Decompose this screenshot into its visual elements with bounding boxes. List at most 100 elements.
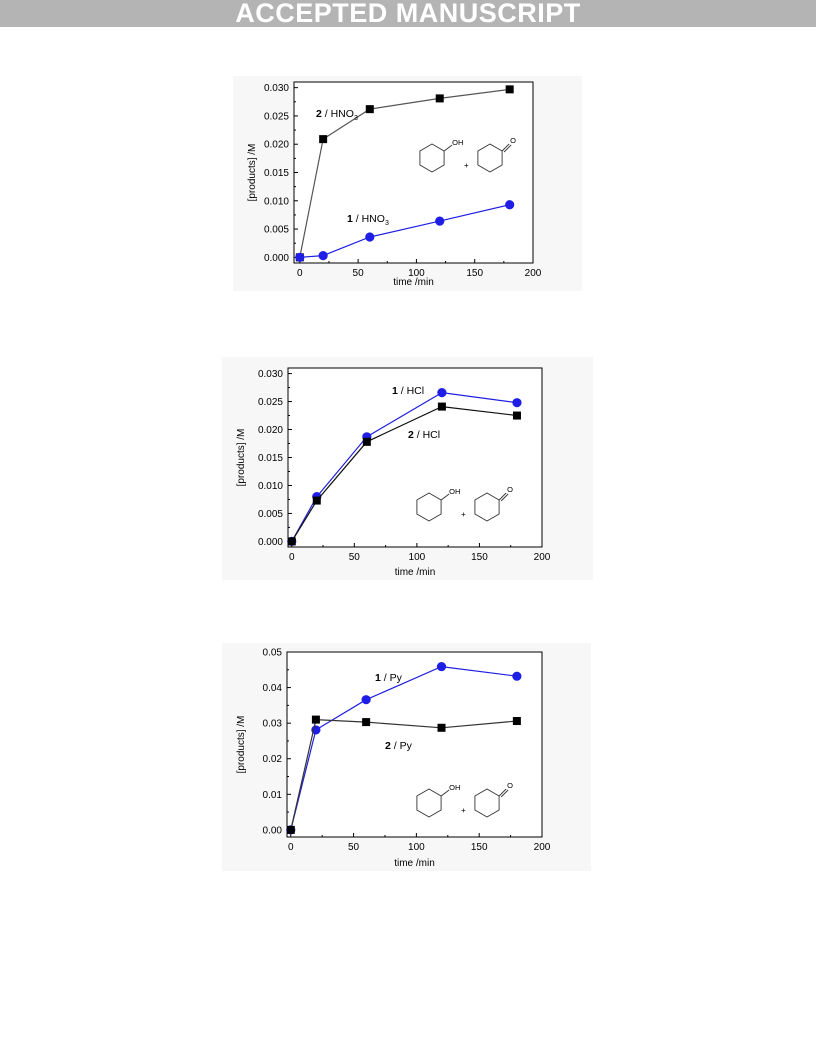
y-tick-label: 0.03 bbox=[263, 719, 283, 730]
oh-label: OH bbox=[449, 783, 460, 792]
x-tick-label: 150 bbox=[466, 268, 483, 279]
x-axis-label: time /min bbox=[393, 277, 434, 288]
x-tick-label: 200 bbox=[534, 552, 551, 563]
data-point bbox=[319, 135, 328, 144]
data-point bbox=[512, 717, 521, 726]
accepted-manuscript-banner: ACCEPTED MANUSCRIPT bbox=[0, 0, 816, 27]
y-axis-label: [products] /M bbox=[236, 429, 247, 487]
y-axis-label: [products] /M bbox=[236, 716, 247, 774]
carbonyl-bond bbox=[498, 492, 507, 501]
y-tick-label: 0.005 bbox=[258, 509, 283, 520]
carbonyl-bond bbox=[500, 789, 509, 798]
y-tick-label: 0.000 bbox=[258, 537, 283, 548]
plus-sign: + bbox=[461, 806, 466, 815]
plot-area bbox=[293, 81, 534, 264]
series-label: 2 / Py bbox=[385, 740, 413, 752]
series-label: 1 / HCl bbox=[392, 385, 424, 397]
data-point bbox=[365, 105, 374, 114]
data-point bbox=[312, 496, 321, 505]
data-point bbox=[362, 437, 371, 446]
x-tick-label: 50 bbox=[349, 552, 361, 563]
y-tick-label: 0.000 bbox=[264, 253, 289, 264]
data-point bbox=[362, 718, 371, 727]
x-tick-label: 150 bbox=[471, 842, 488, 853]
y-tick-label: 0.005 bbox=[264, 225, 289, 236]
x-axis-label: time /min bbox=[395, 567, 436, 578]
data-point bbox=[361, 695, 371, 705]
carbonyl-bond bbox=[500, 493, 509, 502]
y-tick-label: 0.04 bbox=[263, 683, 283, 694]
carbonyl-bond bbox=[501, 143, 510, 152]
plot-area bbox=[287, 367, 543, 548]
series-label: 2 / HNO3 bbox=[316, 108, 358, 122]
y-axis-label: [products] /M bbox=[247, 144, 258, 202]
structure-diagram: OH + O bbox=[416, 485, 513, 522]
y-tick-label: 0.025 bbox=[258, 397, 283, 408]
x-tick-label: 150 bbox=[471, 552, 488, 563]
x-tick-label: 100 bbox=[408, 842, 425, 853]
data-point bbox=[435, 94, 444, 103]
carbonyl-bond bbox=[503, 144, 512, 153]
y-tick-label: 0.015 bbox=[264, 168, 289, 179]
chart-panel-hno3: 0 50 100 150 200 0.000 0.005 0.010 0.015 0.020 0.0… bbox=[233, 76, 582, 291]
data-point bbox=[435, 216, 445, 226]
x-tick-label: 100 bbox=[409, 552, 426, 563]
x-tick-label: 100 bbox=[408, 268, 425, 279]
oh-bond bbox=[440, 789, 450, 797]
series-label: 1 / HNO3 bbox=[347, 213, 389, 227]
y-tick-label: 0.020 bbox=[258, 425, 283, 436]
data-point bbox=[437, 723, 446, 732]
x-tick-label: 50 bbox=[353, 268, 365, 279]
x-tick-label: 50 bbox=[348, 842, 360, 853]
data-point bbox=[318, 251, 328, 261]
data-point bbox=[365, 232, 375, 242]
x-tick-label: 0 bbox=[288, 842, 294, 853]
y-tick-label: 0.010 bbox=[264, 196, 289, 207]
oh-label: OH bbox=[449, 487, 460, 496]
chart-hcl: 0 50 100 150 200 0.000 0.005 0.010 0.015 0.020 0.0… bbox=[236, 367, 551, 578]
cyclohexanol-ring bbox=[419, 143, 445, 173]
x-tick-label: 200 bbox=[525, 268, 542, 279]
data-point bbox=[436, 661, 447, 672]
y-tick-label: 0.00 bbox=[263, 825, 283, 836]
cyclohexanone-ring bbox=[477, 143, 503, 173]
structure-diagram: OH + O bbox=[419, 136, 516, 173]
cyclohexanol-ring bbox=[416, 492, 442, 522]
y-tick-label: 0.015 bbox=[258, 453, 283, 464]
structure-diagram: OH + O bbox=[416, 781, 513, 818]
series-label: 1 / Py bbox=[375, 672, 403, 684]
plot-area bbox=[286, 651, 543, 838]
data-point bbox=[505, 200, 515, 210]
data-point bbox=[286, 825, 295, 834]
data-point bbox=[512, 398, 522, 408]
oh-label: OH bbox=[452, 138, 463, 147]
y-tick-label: 0.020 bbox=[264, 140, 289, 151]
y-tick-label: 0.025 bbox=[264, 111, 289, 122]
cyclohexanol-ring bbox=[416, 788, 442, 818]
x-tick-label: 200 bbox=[534, 842, 551, 853]
oh-bond bbox=[443, 144, 453, 152]
series-label: 2 / HCl bbox=[408, 429, 440, 441]
x-tick-label: 0 bbox=[289, 552, 295, 563]
y-tick-label: 0.010 bbox=[258, 481, 283, 492]
data-point bbox=[512, 411, 521, 420]
cyclohexanone-ring bbox=[474, 788, 500, 818]
data-point bbox=[437, 388, 447, 398]
x-axis-label: time /min bbox=[394, 858, 435, 869]
data-point bbox=[437, 402, 446, 411]
o-label: O bbox=[507, 781, 513, 790]
y-tick-label: 0.030 bbox=[258, 369, 283, 380]
oh-bond bbox=[440, 493, 450, 501]
o-label: O bbox=[507, 485, 513, 494]
chart-hno3: 0 50 100 150 200 0.000 0.005 0.010 0.015 0.020 0.0… bbox=[247, 81, 542, 288]
plus-sign: + bbox=[461, 510, 466, 519]
o-label: O bbox=[510, 136, 516, 145]
data-point bbox=[505, 85, 514, 94]
y-tick-label: 0.02 bbox=[263, 754, 283, 765]
y-tick-label: 0.05 bbox=[263, 648, 283, 659]
chart-panel-py: 0 50 100 150 200 0.00 0.01 0.02 0.03 0.04 0.05 time… bbox=[222, 643, 591, 871]
data-point bbox=[512, 671, 522, 681]
carbonyl-bond bbox=[498, 788, 507, 797]
plus-sign: + bbox=[464, 161, 469, 170]
data-point bbox=[311, 715, 320, 724]
